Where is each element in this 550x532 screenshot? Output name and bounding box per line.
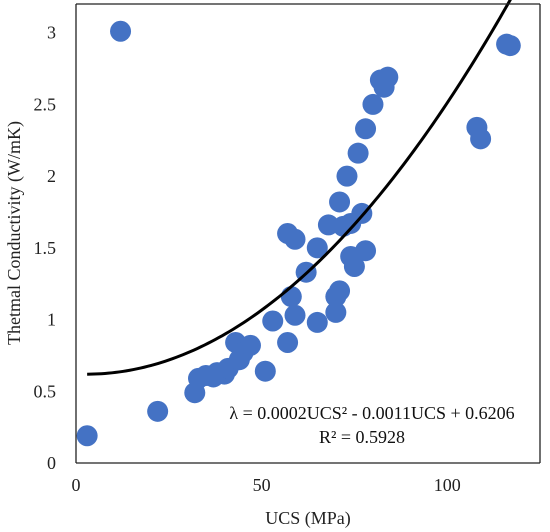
y-tick-label-2: 2 xyxy=(47,166,56,186)
r-squared-label: R² = 0.5928 xyxy=(319,427,405,447)
x-ticks: 0 50 100 xyxy=(72,475,461,495)
data-point-14 xyxy=(239,334,261,356)
data-point-35 xyxy=(347,142,369,164)
data-point-44 xyxy=(470,128,492,150)
data-point-37 xyxy=(355,240,377,262)
x-axis-title: UCS (MPa) xyxy=(265,508,351,529)
plot-area xyxy=(76,0,521,447)
data-point-34 xyxy=(343,255,365,277)
data-point-31 xyxy=(336,165,358,187)
data-point-3 xyxy=(147,400,169,422)
data-point-39 xyxy=(362,93,384,115)
x-tick-label-50: 50 xyxy=(253,475,271,495)
data-point-16 xyxy=(262,310,284,332)
data-point-2 xyxy=(110,20,132,42)
x-tick-label-100: 100 xyxy=(434,475,461,495)
y-tick-label-2-5: 2.5 xyxy=(34,94,57,114)
data-point-17 xyxy=(277,332,299,354)
data-point-19 xyxy=(280,286,302,308)
data-point-1 xyxy=(76,425,98,447)
data-point-23 xyxy=(306,311,328,333)
x-tick-label-0: 0 xyxy=(72,475,81,495)
y-tick-label-0: 0 xyxy=(47,453,56,473)
trendline-equation: λ = 0.0002UCS² - 0.0011UCS + 0.6206 xyxy=(229,403,514,423)
y-tick-label-1-5: 1.5 xyxy=(34,238,57,258)
data-point-28 xyxy=(329,280,351,302)
data-point-24 xyxy=(306,237,328,259)
data-point-20 xyxy=(284,304,306,326)
data-point-21 xyxy=(284,228,306,250)
data-point-26 xyxy=(325,301,347,323)
y-tick-label-3: 3 xyxy=(47,23,56,43)
y-tick-label-0-5: 0.5 xyxy=(34,381,57,401)
axes xyxy=(75,3,541,464)
data-point-29 xyxy=(329,191,351,213)
data-point-38 xyxy=(355,118,377,140)
data-point-42 xyxy=(377,66,399,88)
y-tick-label-1: 1 xyxy=(47,310,56,330)
trendline xyxy=(87,0,512,376)
data-point-15 xyxy=(254,360,276,382)
data-point-46 xyxy=(499,35,521,57)
y-axis-title: Thetmal Conductivity (W/mK) xyxy=(4,121,25,345)
y-ticks: 0 0.5 1 1.5 2 2.5 3 xyxy=(34,23,57,473)
